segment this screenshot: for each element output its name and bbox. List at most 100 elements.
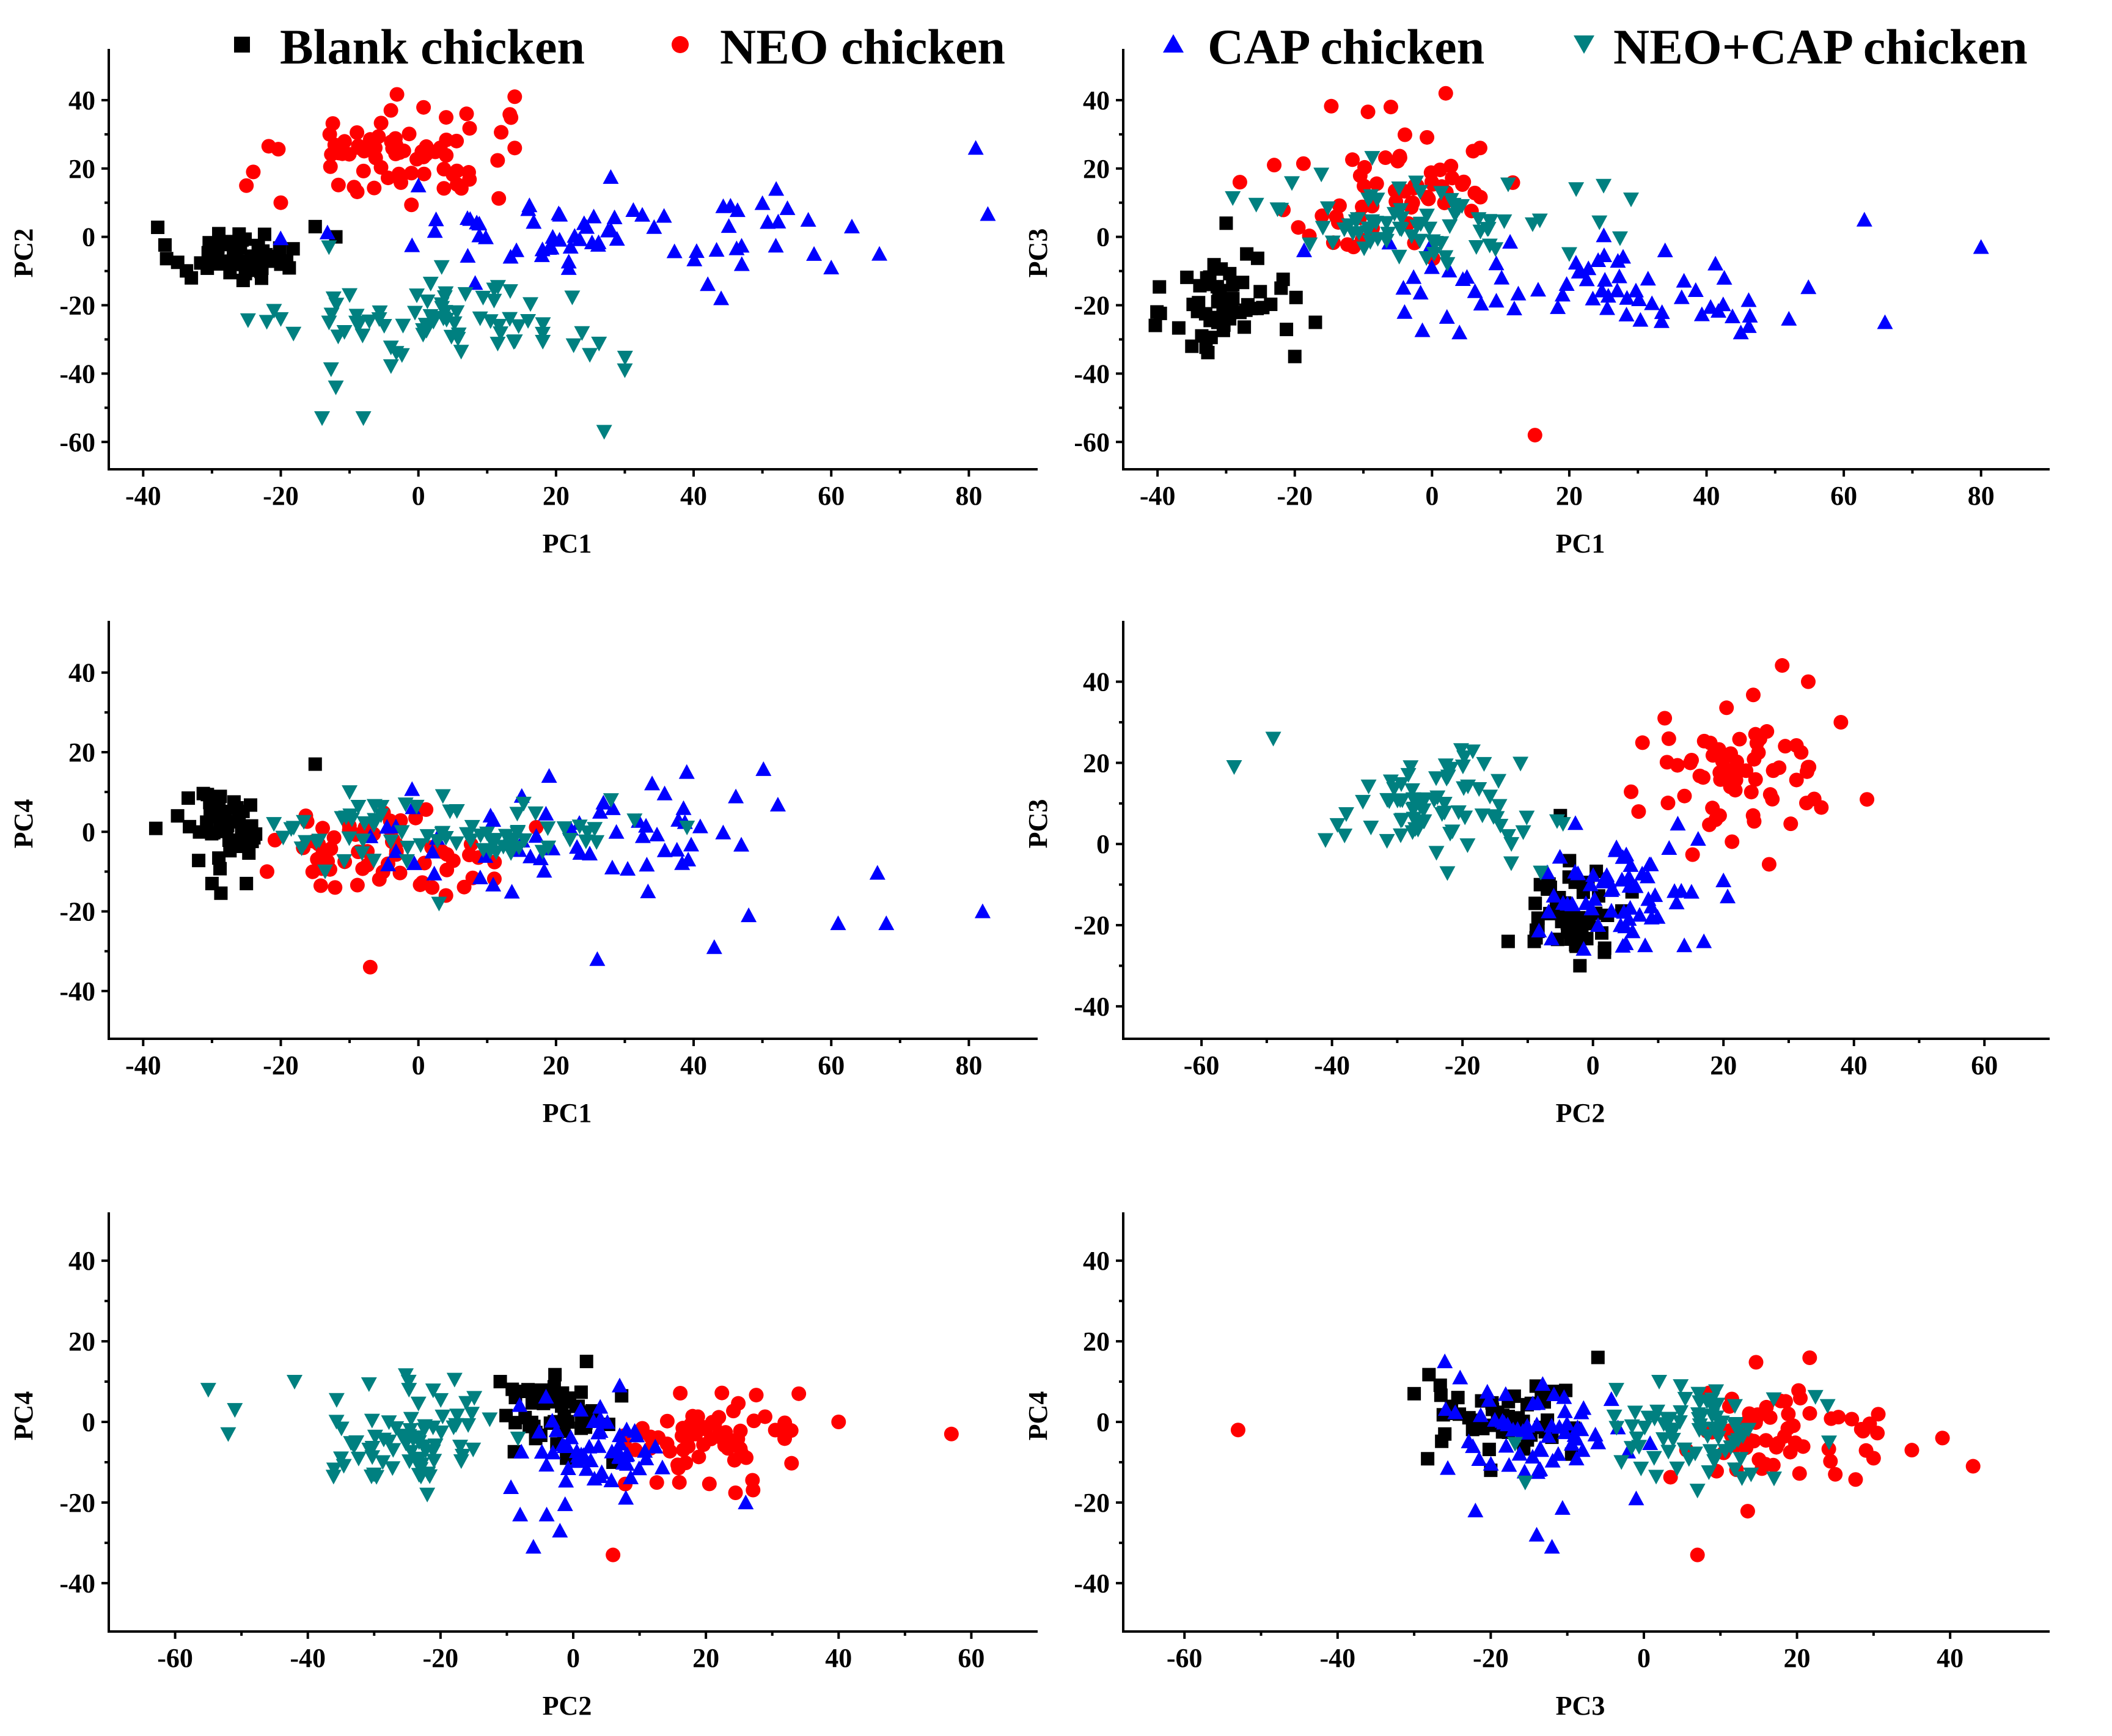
point-cap-5 — [692, 818, 708, 833]
point-neocap-80 — [273, 312, 289, 327]
point-cap-40 — [406, 855, 422, 870]
y-tick-label: 40 — [68, 1246, 95, 1276]
point-cap-62 — [1467, 1503, 1484, 1518]
point-neocap-65 — [1507, 1437, 1524, 1452]
point-neocap-64 — [333, 1421, 350, 1437]
point-blank-37 — [1569, 938, 1583, 952]
point-blank-19 — [212, 227, 226, 241]
point-neocap-63 — [1436, 796, 1453, 812]
series-cap — [1531, 815, 1736, 956]
point-neocap-70 — [1393, 222, 1410, 238]
point-neocap-38 — [1248, 197, 1264, 213]
point-neocap-33 — [490, 337, 506, 352]
point-neocap-72 — [328, 1393, 345, 1408]
point-neocap-21 — [442, 804, 458, 819]
x-axis-title: PC2 — [1556, 1098, 1605, 1128]
point-neo-1 — [494, 125, 509, 140]
series-blank — [151, 219, 343, 287]
point-neocap-52 — [1428, 771, 1445, 786]
point-cap-34 — [1467, 283, 1483, 298]
point-neocap-65 — [403, 1412, 419, 1427]
point-cap-16 — [1440, 1460, 1456, 1475]
point-cap-15 — [654, 1459, 670, 1474]
point-neocap-41 — [419, 829, 436, 844]
point-neocap-20 — [588, 835, 605, 850]
point-cap-42 — [1590, 1434, 1607, 1449]
point-neocap-8 — [472, 311, 488, 326]
point-neocap-18 — [384, 1461, 401, 1476]
point-cap-13 — [460, 247, 476, 263]
point-neocap-68 — [343, 812, 360, 827]
point-neo-62 — [1935, 1430, 1950, 1446]
point-neocap-11 — [433, 1425, 450, 1440]
x-tick-label: 40 — [825, 1643, 852, 1673]
point-neocap-62 — [1379, 833, 1395, 849]
point-cap-45 — [1395, 280, 1412, 295]
point-cap-47 — [1555, 895, 1571, 910]
point-cap-65 — [1973, 239, 1989, 254]
point-cap-21 — [459, 210, 475, 225]
point-neocap-16 — [1491, 799, 1508, 814]
point-neocap-64 — [1407, 822, 1424, 837]
point-neocap-39 — [1394, 813, 1410, 828]
scatter-points — [1226, 658, 1875, 973]
point-neocap-7 — [1391, 249, 1407, 265]
point-neocap-69 — [1360, 192, 1377, 208]
point-neocap-62 — [509, 807, 526, 822]
point-blank-31 — [1172, 321, 1186, 335]
point-neocap-17 — [1624, 1419, 1640, 1434]
point-neo-56 — [1635, 735, 1650, 750]
point-cap-49 — [733, 238, 750, 253]
point-neocap-79 — [1500, 829, 1516, 844]
point-neocap-72 — [407, 306, 424, 321]
series-neo — [239, 87, 522, 213]
point-cap-71 — [410, 177, 427, 192]
point-neocap-58 — [1336, 222, 1352, 238]
point-blank-56 — [329, 230, 343, 244]
point-blank-54 — [233, 238, 248, 252]
point-neo-43 — [491, 191, 507, 206]
point-cap-33 — [1532, 1461, 1549, 1476]
point-cap-39 — [1640, 271, 1656, 286]
point-cap-6 — [1473, 296, 1489, 311]
point-neo-46 — [1445, 170, 1460, 186]
point-neo-43 — [674, 1428, 689, 1443]
point-neo-55 — [394, 175, 409, 190]
point-cap-14 — [1506, 300, 1522, 316]
point-neocap-4 — [502, 312, 518, 327]
point-neocap-43 — [356, 816, 373, 831]
series-cap — [1437, 1353, 1659, 1554]
point-cap-67 — [823, 259, 840, 275]
point-neo-7 — [350, 125, 365, 140]
point-neocap-75 — [431, 896, 447, 912]
point-cap-4 — [1599, 300, 1615, 315]
point-neocap-37 — [1439, 866, 1456, 881]
point-cap-25 — [1621, 910, 1637, 926]
point-blank-42 — [1148, 318, 1162, 332]
point-neocap-13 — [1336, 829, 1353, 844]
point-neocap-36 — [1807, 1390, 1824, 1405]
point-cap-52 — [1632, 907, 1648, 922]
point-neo-4 — [389, 87, 405, 102]
point-cap-65 — [612, 1377, 628, 1393]
point-blank-54 — [1153, 280, 1167, 294]
point-neo-69 — [672, 1474, 687, 1490]
point-neocap-8 — [1393, 828, 1409, 843]
x-tick-label: -60 — [1167, 1643, 1203, 1673]
point-neocap-74 — [1608, 1421, 1625, 1436]
point-cap-43 — [1720, 888, 1736, 904]
point-cap-50 — [1546, 887, 1562, 903]
point-cap-6 — [558, 1473, 574, 1488]
point-neocap-14 — [372, 305, 388, 320]
panel-pc1-pc2: -40 -20 0 20 40 60 80 40 20 0 -20 -40 -60 PC1 PC2 — [9, 49, 1038, 559]
point-neocap-68 — [1460, 779, 1476, 794]
point-neo-40 — [346, 180, 362, 195]
point-neocap-56 — [1362, 235, 1379, 250]
point-blank-43 — [212, 851, 226, 865]
point-neo-0 — [1789, 772, 1804, 788]
point-neocap-40 — [311, 833, 328, 849]
point-cap-6 — [562, 238, 579, 254]
y-tick-label: 20 — [68, 1327, 95, 1357]
point-neo-24 — [1823, 1454, 1838, 1469]
x-tick-label: 20 — [543, 1050, 570, 1080]
